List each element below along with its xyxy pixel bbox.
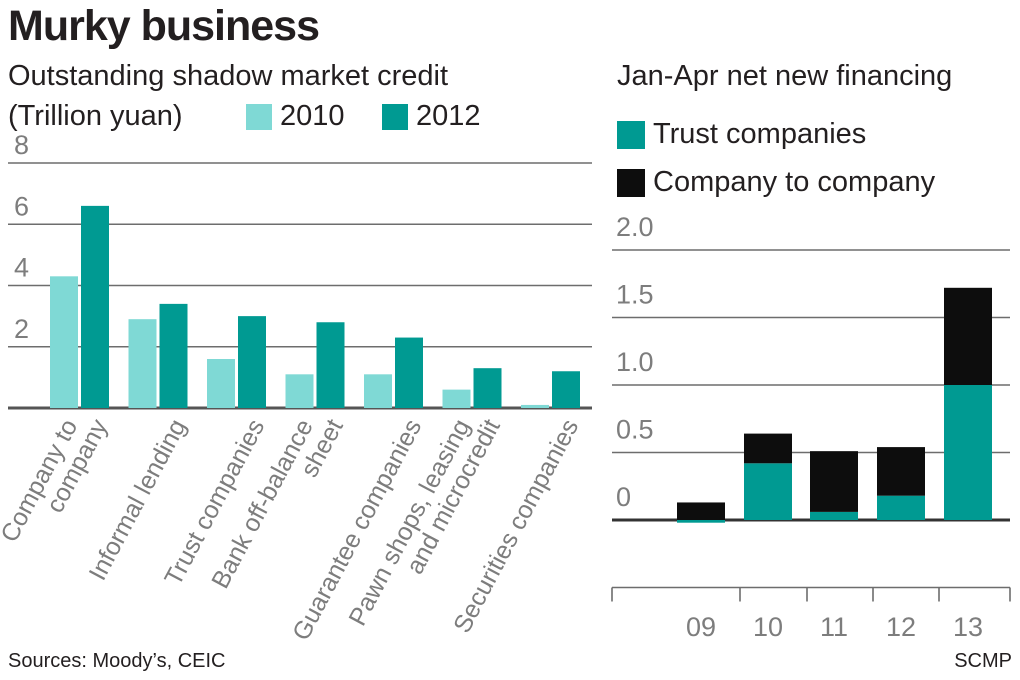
- bar-trust-companies: [877, 495, 925, 520]
- bar-company-to-company: [944, 287, 992, 385]
- legend-swatch-trust: [617, 120, 645, 149]
- bar-2010: [207, 359, 235, 408]
- x-category-label: 09: [686, 612, 716, 642]
- bar-2012: [81, 205, 109, 408]
- left-y-tick: 8: [14, 130, 29, 160]
- bar-2010: [50, 276, 78, 408]
- left-y-tick: 6: [14, 191, 29, 221]
- bar-2012: [159, 303, 188, 408]
- x-category-label: 13: [953, 612, 983, 642]
- legend-trust: Trust companies: [617, 118, 866, 151]
- left-y-tick: 2: [14, 314, 29, 344]
- legend-label-2010: 2010: [280, 100, 345, 132]
- bar-2010: [364, 374, 392, 408]
- legend-label-2012: 2012: [416, 100, 481, 132]
- bar-2010: [128, 319, 157, 408]
- right-y-tick: 1.5: [616, 280, 654, 310]
- bar-2010: [442, 389, 471, 408]
- legend-label-trust: Trust companies: [653, 118, 867, 150]
- bar-2012: [316, 322, 345, 408]
- legend-swatch-company: [617, 168, 645, 197]
- left-y-tick: 4: [14, 253, 29, 283]
- sources-note: Sources: Moody’s, CEIC: [8, 650, 226, 672]
- bar-2012: [395, 337, 423, 408]
- bar-2010: [285, 374, 314, 408]
- legend-label-company: Company to company: [653, 166, 936, 198]
- legend-company: Company to company: [617, 166, 935, 199]
- bar-company-to-company: [744, 433, 792, 464]
- bar-trust-companies: [744, 463, 792, 520]
- right-y-tick: 0.5: [616, 415, 654, 445]
- bar-2012: [473, 368, 502, 408]
- legend-swatch-2010: [246, 103, 272, 130]
- credit-note: SCMP: [954, 650, 1012, 672]
- bar-2012: [238, 316, 266, 408]
- bar-2012: [552, 371, 580, 408]
- right-y-tick: 2.0: [616, 212, 654, 242]
- legend-2010: 2010: [246, 100, 345, 133]
- right-y-tick: 0: [616, 482, 631, 512]
- x-category-label: 12: [886, 612, 916, 642]
- legend-2012: 2012: [382, 100, 481, 133]
- left-chart-title: Outstanding shadow market credit: [8, 60, 449, 92]
- bar-2010: [521, 404, 549, 408]
- x-category-label: 10: [753, 612, 783, 642]
- bar-trust-companies: [944, 385, 992, 520]
- bar-trust-companies: [810, 511, 858, 520]
- chart-title: Murky business: [8, 2, 320, 50]
- legend-swatch-2012: [382, 103, 408, 130]
- right-chart-title: Jan-Apr net new financing: [617, 60, 953, 92]
- left-chart-unit: (Trillion yuan): [8, 100, 183, 132]
- bar-company-to-company: [677, 502, 725, 520]
- bar-company-to-company: [810, 451, 858, 512]
- bar-company-to-company: [877, 447, 925, 496]
- bar-trust-companies: [677, 520, 725, 523]
- x-category-label: 11: [820, 612, 848, 642]
- right-y-tick: 1.0: [616, 347, 654, 377]
